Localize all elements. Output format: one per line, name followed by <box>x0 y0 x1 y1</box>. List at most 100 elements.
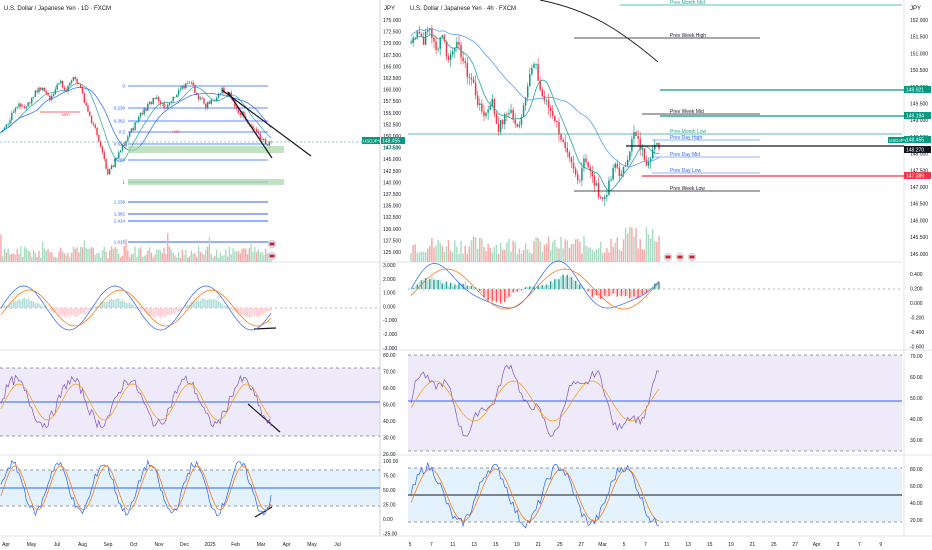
macd-signal-line <box>410 268 660 310</box>
symbol-tag-bg <box>362 137 380 144</box>
left-volume-bar <box>197 246 200 262</box>
left-macd-hist-bar <box>203 298 205 308</box>
level-label-prev-week-mid: Prev Week Mid <box>670 109 704 115</box>
left-volume-bar <box>232 248 234 262</box>
axis-price-label: 146.500 <box>910 202 928 208</box>
candle-body <box>587 162 589 168</box>
macd-hist-bar <box>543 285 546 289</box>
macd-hist-bar <box>435 280 437 289</box>
macd-hist-bar <box>551 282 554 289</box>
left-macd-hist-bar <box>157 308 160 317</box>
macd-hist-bar <box>412 287 414 289</box>
macd-hist-bar <box>639 289 641 297</box>
candle-body <box>616 163 619 168</box>
fib-level-label: 0.236 <box>114 106 126 111</box>
left-volume-bar <box>254 246 256 262</box>
left-stoch-d-line <box>0 465 272 511</box>
macd-hist-bar <box>489 289 491 300</box>
volume-bar <box>460 240 462 262</box>
left-macd-hist-bar <box>196 299 198 308</box>
left-macd-hist-bar <box>65 308 67 318</box>
candle-body <box>476 95 479 105</box>
left-volume-bar <box>219 252 222 262</box>
left-macd-hist-bar <box>145 308 147 313</box>
macd-hist-bar <box>618 289 621 296</box>
axis-price-label: 147.000 <box>910 185 928 191</box>
left-volume-bar <box>206 246 209 262</box>
left-volume-bar <box>246 254 249 262</box>
macd-hist-bar <box>529 286 531 289</box>
left-macd-hist-bar <box>60 308 62 315</box>
right-price-label: 175.000 <box>383 18 401 24</box>
volume-bar <box>574 239 577 262</box>
candle-body <box>429 28 431 31</box>
macd-hist-bar <box>418 282 421 289</box>
level-label-prev-week-low: Prev Week Low <box>670 186 705 192</box>
volume-bar <box>566 240 569 262</box>
left-volume-bar <box>141 256 144 262</box>
volume-bar <box>422 251 425 262</box>
right-price-label: 157.500 <box>383 99 401 105</box>
candle-body <box>504 114 506 125</box>
macd-hist-bar <box>483 289 485 298</box>
left-macd-hist-bar <box>43 306 46 308</box>
right-chart <box>410 0 697 529</box>
axis-macd-label: -0.400 <box>910 330 924 336</box>
left-macd-hist-bar <box>159 308 162 319</box>
volume-bar <box>456 246 458 262</box>
left-candle-body <box>25 106 27 109</box>
left-macd-hist-bar <box>119 301 122 308</box>
left-candle-body <box>101 146 104 153</box>
volume-bar <box>443 252 446 262</box>
macd-hist-bar <box>554 279 556 289</box>
left-volume-bar <box>138 248 140 262</box>
macd-hist-bar <box>481 289 483 294</box>
left-candle-body <box>96 127 98 135</box>
volume-bar <box>483 247 485 262</box>
macd-hist-bar <box>633 289 635 297</box>
volume-bar <box>604 252 606 262</box>
left-candle-body <box>234 100 236 107</box>
left-candle-body <box>83 93 86 103</box>
macd-hist-bar <box>470 285 473 289</box>
left-macd-hist-bar <box>23 297 26 308</box>
left-macd-hist-bar <box>234 308 236 311</box>
left-volume-bar <box>234 251 236 262</box>
right-x-label: 21 <box>750 542 756 548</box>
volume-bar <box>643 249 646 262</box>
volume-bar <box>429 245 431 262</box>
left-macd-hist-bar <box>11 302 13 308</box>
candle-body <box>564 141 566 148</box>
volume-bar <box>545 243 548 262</box>
axis-price-tag-bg <box>904 112 931 119</box>
axis-macd-label: 0.200 <box>910 287 923 293</box>
left-candle-body <box>9 120 11 124</box>
axis-currency: JPY <box>910 6 921 12</box>
volume-bar <box>439 242 441 262</box>
left-candle-body <box>74 77 76 79</box>
trendline-upper <box>221 89 312 157</box>
right-price-label: 165.000 <box>383 64 401 70</box>
left-macd-hist-bar <box>257 308 260 318</box>
candle-body <box>526 86 529 98</box>
left-volume-bar <box>235 251 238 262</box>
left-candle-body <box>72 77 75 81</box>
macd-hist-bar <box>566 274 569 289</box>
left-candle-body <box>217 93 220 98</box>
left-volume-bar <box>123 246 125 262</box>
right-rsi-label: 30.00 <box>383 436 396 442</box>
left-macd-hist-bar <box>243 308 245 315</box>
right-x-label: 19 <box>514 542 520 548</box>
left-candle-body <box>67 85 69 92</box>
volume-bar <box>583 236 585 262</box>
left-macd-hist-bar <box>212 299 214 308</box>
macd-hist-bar <box>464 282 466 289</box>
trendline-lower <box>227 91 273 159</box>
left-candle-body <box>0 132 2 133</box>
candle-body <box>454 48 456 52</box>
stoch-k-line <box>410 462 660 529</box>
left-macd-hist-bar <box>255 308 258 317</box>
left-candle-body <box>130 128 133 133</box>
candle-body <box>481 103 483 112</box>
macd-hist-bar <box>526 286 529 289</box>
